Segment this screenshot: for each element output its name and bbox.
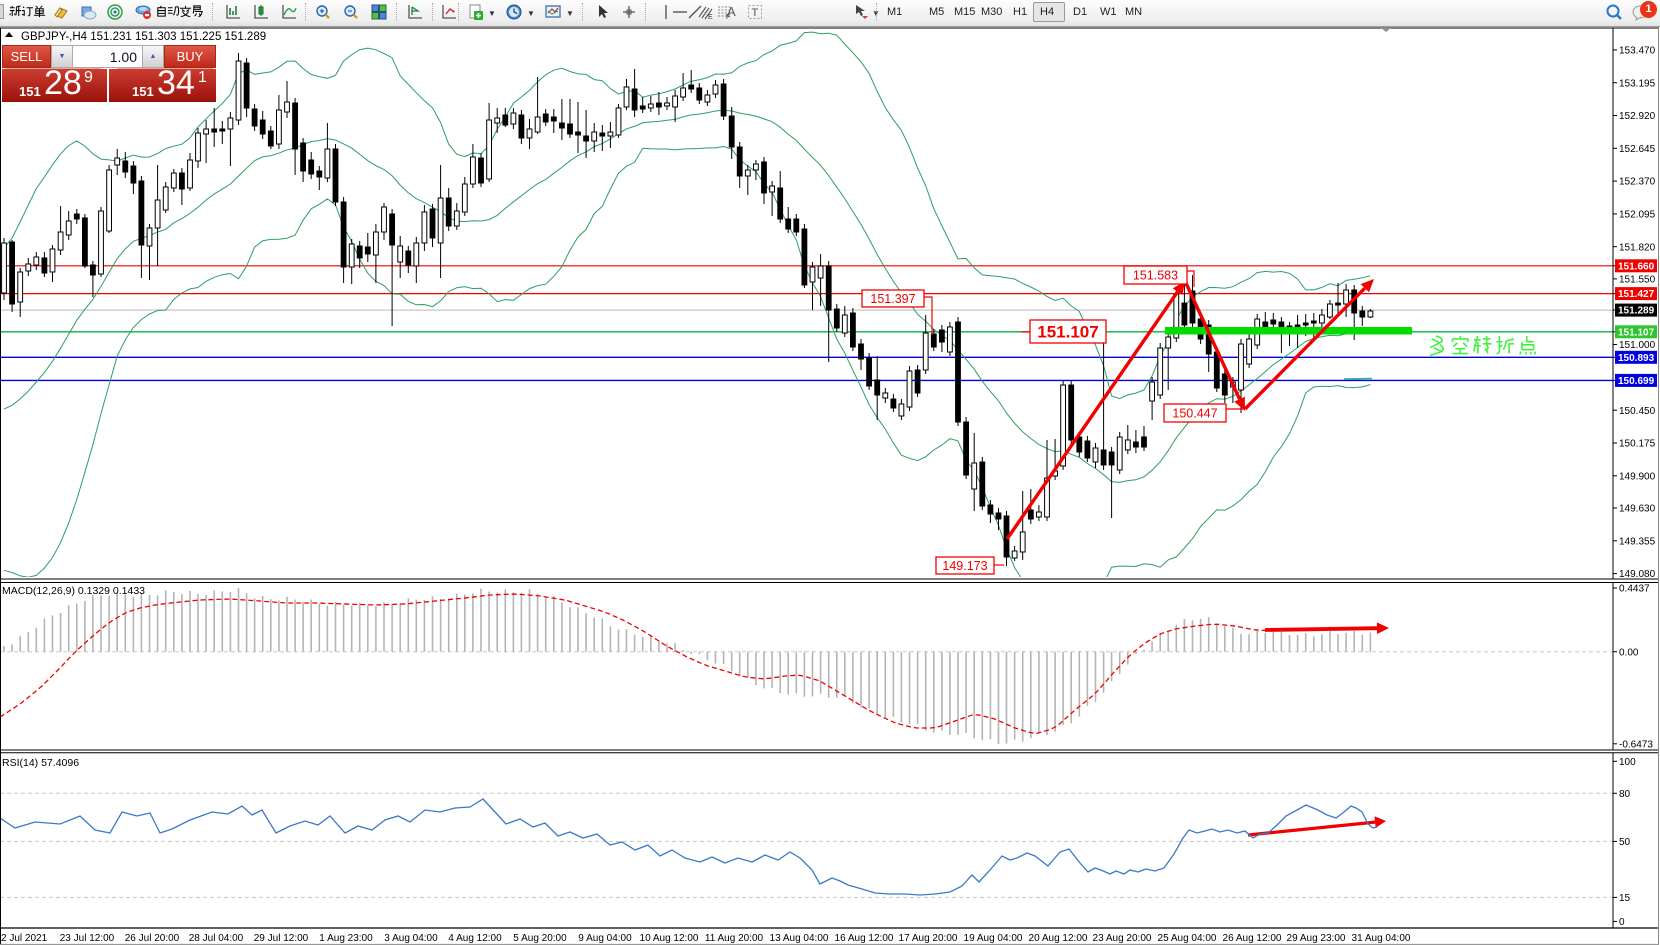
svg-text:151.107: 151.107 (1618, 327, 1655, 338)
svg-text:152.920: 152.920 (1619, 111, 1656, 122)
svg-text:152.645: 152.645 (1619, 144, 1656, 155)
svg-text:151.583: 151.583 (1133, 269, 1178, 283)
svg-text:150.175: 150.175 (1619, 439, 1656, 450)
svg-text:T: T (752, 7, 759, 19)
svg-text:E: E (708, 14, 713, 21)
svg-text:151.550: 151.550 (1619, 275, 1656, 286)
svg-text:3 Aug 04:00: 3 Aug 04:00 (384, 933, 438, 944)
svg-text:153.470: 153.470 (1619, 46, 1656, 57)
svg-text:150.450: 150.450 (1619, 406, 1656, 417)
svg-text:150.447: 150.447 (1172, 407, 1217, 421)
svg-text:MACD(12,26,9) 0.1329 0.1433: MACD(12,26,9) 0.1329 0.1433 (2, 585, 145, 597)
svg-text:149.630: 149.630 (1619, 504, 1656, 515)
svg-text:26 Jul 20:00: 26 Jul 20:00 (125, 933, 180, 944)
svg-text:11 Aug 20:00: 11 Aug 20:00 (705, 933, 764, 944)
svg-text:0.4437: 0.4437 (1619, 584, 1650, 595)
svg-text:0: 0 (1619, 917, 1625, 928)
svg-text:151.427: 151.427 (1618, 289, 1655, 300)
svg-text:0.00: 0.00 (1619, 647, 1639, 658)
svg-text:13 Aug 04:00: 13 Aug 04:00 (770, 933, 829, 944)
svg-text:1 Aug 23:00: 1 Aug 23:00 (319, 933, 373, 944)
svg-text:150.699: 150.699 (1618, 376, 1655, 387)
svg-text:151.397: 151.397 (870, 292, 915, 306)
svg-text:149.355: 149.355 (1619, 536, 1656, 547)
svg-text:29 Jul 12:00: 29 Jul 12:00 (254, 933, 309, 944)
svg-text:25 Aug 04:00: 25 Aug 04:00 (1158, 933, 1217, 944)
svg-text:151.289: 151.289 (1618, 306, 1655, 317)
svg-text:2 Jul 2021: 2 Jul 2021 (1, 933, 48, 944)
svg-text:29 Aug 23:00: 29 Aug 23:00 (1287, 933, 1346, 944)
svg-text:151.660: 151.660 (1618, 261, 1655, 272)
svg-text:50: 50 (1619, 837, 1631, 848)
svg-text:20 Aug 12:00: 20 Aug 12:00 (1029, 933, 1088, 944)
svg-text:152.370: 152.370 (1619, 177, 1656, 188)
svg-text:15: 15 (1619, 893, 1631, 904)
svg-text:149.900: 149.900 (1619, 471, 1656, 482)
svg-text:16 Aug 12:00: 16 Aug 12:00 (835, 933, 894, 944)
svg-text:5 Aug 20:00: 5 Aug 20:00 (513, 933, 567, 944)
svg-text:150.893: 150.893 (1618, 353, 1655, 364)
svg-text:151.820: 151.820 (1619, 242, 1656, 253)
svg-text:26 Aug 12:00: 26 Aug 12:00 (1223, 933, 1282, 944)
svg-text:151.107: 151.107 (1037, 323, 1098, 342)
svg-text:149.173: 149.173 (942, 559, 987, 573)
svg-text:100: 100 (1619, 757, 1636, 768)
svg-text:23 Aug 20:00: 23 Aug 20:00 (1093, 933, 1152, 944)
svg-text:-0.6473: -0.6473 (1619, 739, 1653, 750)
svg-text:31 Aug 04:00: 31 Aug 04:00 (1352, 933, 1411, 944)
svg-text:153.195: 153.195 (1619, 78, 1656, 89)
svg-text:F: F (726, 14, 730, 21)
svg-text:17 Aug 20:00: 17 Aug 20:00 (899, 933, 958, 944)
svg-text:RSI(14) 57.4096: RSI(14) 57.4096 (2, 757, 79, 769)
svg-text:4 Aug 12:00: 4 Aug 12:00 (448, 933, 502, 944)
svg-text:9 Aug 04:00: 9 Aug 04:00 (578, 933, 632, 944)
svg-text:149.080: 149.080 (1619, 569, 1656, 580)
svg-text:10 Aug 12:00: 10 Aug 12:00 (640, 933, 699, 944)
svg-text:28 Jul 04:00: 28 Jul 04:00 (189, 933, 244, 944)
svg-text:151.000: 151.000 (1619, 340, 1656, 351)
svg-text:GBPJPY-,H4 151.231 151.303 15: GBPJPY-,H4 151.231 151.303 151.225 151.2… (21, 31, 266, 43)
svg-text:152.095: 152.095 (1619, 210, 1656, 221)
svg-text:80: 80 (1619, 789, 1631, 800)
svg-text:19 Aug 04:00: 19 Aug 04:00 (964, 933, 1023, 944)
svg-text:23 Jul 12:00: 23 Jul 12:00 (60, 933, 115, 944)
